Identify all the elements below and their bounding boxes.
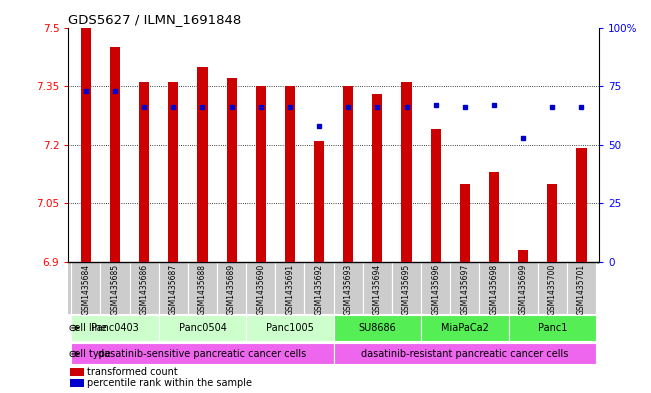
Bar	[489, 172, 499, 262]
Bar	[188, 262, 217, 314]
Text: GSM1435694: GSM1435694	[373, 264, 382, 316]
Text: MiaPaCa2: MiaPaCa2	[441, 323, 489, 333]
Bar	[71, 262, 100, 314]
Bar	[256, 86, 266, 262]
Bar	[227, 78, 237, 262]
Bar	[538, 262, 567, 314]
Text: GSM1435686: GSM1435686	[140, 264, 148, 315]
Bar	[518, 250, 528, 262]
Bar	[159, 315, 246, 341]
Text: Panc0403: Panc0403	[91, 323, 139, 333]
Text: GSM1435696: GSM1435696	[431, 264, 440, 316]
Text: GSM1435690: GSM1435690	[256, 264, 265, 316]
Text: transformed count: transformed count	[87, 367, 178, 377]
Bar	[547, 184, 557, 262]
Text: GSM1435697: GSM1435697	[460, 264, 469, 316]
Bar	[197, 66, 208, 262]
Text: GSM1435695: GSM1435695	[402, 264, 411, 316]
Text: Panc1: Panc1	[538, 323, 567, 333]
Bar	[168, 82, 178, 262]
Bar	[567, 262, 596, 314]
Text: percentile rank within the sample: percentile rank within the sample	[87, 378, 253, 388]
Bar	[392, 262, 421, 314]
Text: SU8686: SU8686	[359, 323, 396, 333]
Bar	[363, 262, 392, 314]
Text: GSM1435685: GSM1435685	[111, 264, 120, 315]
Text: cell line: cell line	[69, 323, 107, 333]
Bar	[81, 28, 91, 262]
Bar	[110, 47, 120, 262]
Bar	[217, 262, 246, 314]
Text: GSM1435691: GSM1435691	[285, 264, 294, 315]
Text: GSM1435701: GSM1435701	[577, 264, 586, 315]
Bar	[246, 315, 334, 341]
Bar	[343, 86, 353, 262]
Bar	[246, 262, 275, 314]
Text: dasatinib-resistant pancreatic cancer cells: dasatinib-resistant pancreatic cancer ce…	[361, 349, 568, 359]
Text: GSM1435684: GSM1435684	[81, 264, 90, 315]
Bar	[576, 149, 587, 262]
Bar	[372, 94, 383, 262]
Text: GSM1435687: GSM1435687	[169, 264, 178, 315]
Text: GSM1435693: GSM1435693	[344, 264, 353, 316]
Bar	[479, 262, 508, 314]
Bar	[430, 129, 441, 262]
Bar	[71, 315, 159, 341]
Bar	[460, 184, 470, 262]
Bar	[275, 262, 305, 314]
Text: Panc0504: Panc0504	[178, 323, 227, 333]
Text: GSM1435699: GSM1435699	[519, 264, 527, 316]
Bar	[421, 262, 450, 314]
Bar	[421, 315, 508, 341]
Bar	[159, 262, 188, 314]
Bar	[71, 343, 333, 364]
Text: dasatinib-sensitive pancreatic cancer cells: dasatinib-sensitive pancreatic cancer ce…	[98, 349, 307, 359]
Bar	[402, 82, 411, 262]
Bar	[70, 378, 85, 387]
Text: GSM1435688: GSM1435688	[198, 264, 207, 315]
Text: GSM1435700: GSM1435700	[547, 264, 557, 316]
Bar	[508, 315, 596, 341]
Bar	[333, 262, 363, 314]
Bar	[333, 343, 596, 364]
Bar	[284, 86, 295, 262]
Bar	[130, 262, 159, 314]
Bar	[508, 262, 538, 314]
Text: GSM1435689: GSM1435689	[227, 264, 236, 315]
Bar	[450, 262, 479, 314]
Text: Panc1005: Panc1005	[266, 323, 314, 333]
Bar	[100, 262, 130, 314]
Bar	[333, 315, 421, 341]
Bar	[314, 141, 324, 262]
Text: GSM1435698: GSM1435698	[490, 264, 499, 315]
Bar	[305, 262, 333, 314]
Text: GSM1435692: GSM1435692	[314, 264, 324, 315]
Bar	[70, 368, 85, 376]
Text: GDS5627 / ILMN_1691848: GDS5627 / ILMN_1691848	[68, 13, 242, 26]
Text: cell type: cell type	[69, 349, 111, 359]
Bar	[139, 82, 149, 262]
